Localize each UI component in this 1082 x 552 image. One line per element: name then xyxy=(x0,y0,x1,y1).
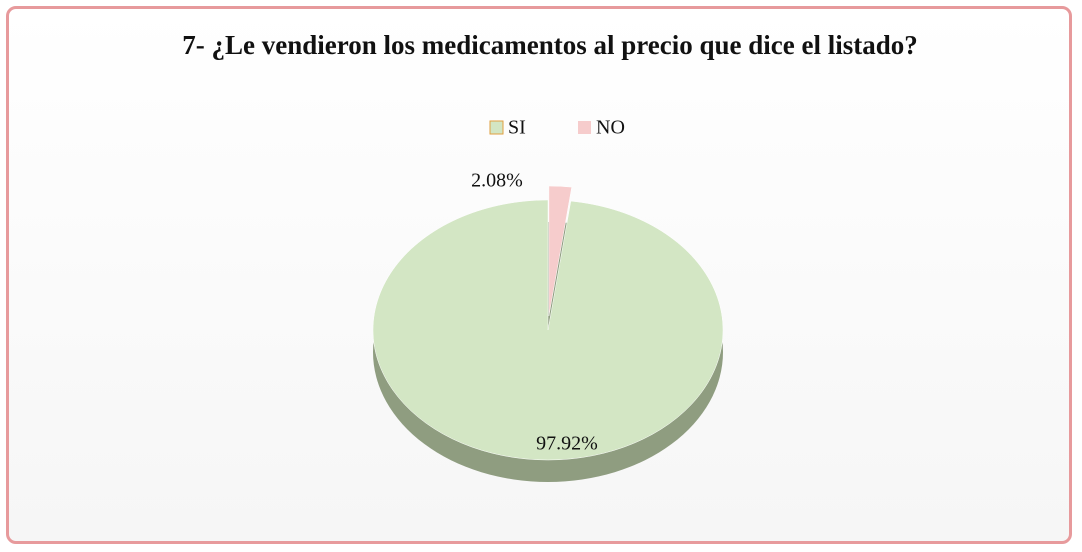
legend-label: SI xyxy=(508,117,526,139)
data-label: 2.08% xyxy=(471,170,523,192)
legend-swatch xyxy=(578,121,591,134)
legend-swatch xyxy=(489,120,504,135)
chart-title: 7- ¿Le vendieron los medicamentos al pre… xyxy=(182,30,918,60)
legend-label: NO xyxy=(596,117,625,139)
pie-slice xyxy=(548,185,573,317)
data-label: 97.92% xyxy=(536,433,598,455)
pie-slice xyxy=(372,199,724,461)
